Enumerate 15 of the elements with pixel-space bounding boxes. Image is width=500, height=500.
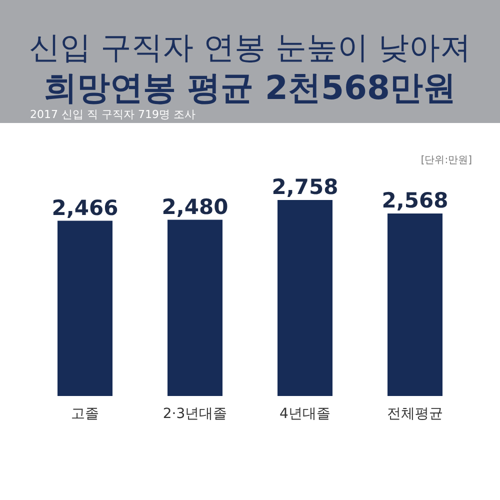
bar — [58, 220, 112, 396]
x-tick-label: 4년대졸 — [280, 406, 330, 422]
text: [단위:만원] — [420, 155, 472, 166]
bar — [168, 220, 222, 396]
chart-title: 신입 구직자 연봉 눈높이 낮아져 희망연봉 평균 2천568만원 — [28, 30, 472, 107]
data-label: 2,568 — [382, 188, 448, 213]
data-label: 2,466 — [52, 196, 118, 220]
x-tick-label: 전체평균 — [387, 406, 443, 422]
x-tick-label: 고졸 — [71, 406, 99, 422]
bar — [388, 214, 442, 396]
data-label: 2,758 — [272, 175, 338, 199]
bar — [278, 200, 332, 396]
chart-subtitle: 2017 신입 직 구직자 719명 조사 — [30, 108, 196, 121]
data-label: 2,480 — [162, 194, 228, 219]
x-tick-label: 2·3년대졸 — [162, 406, 228, 422]
